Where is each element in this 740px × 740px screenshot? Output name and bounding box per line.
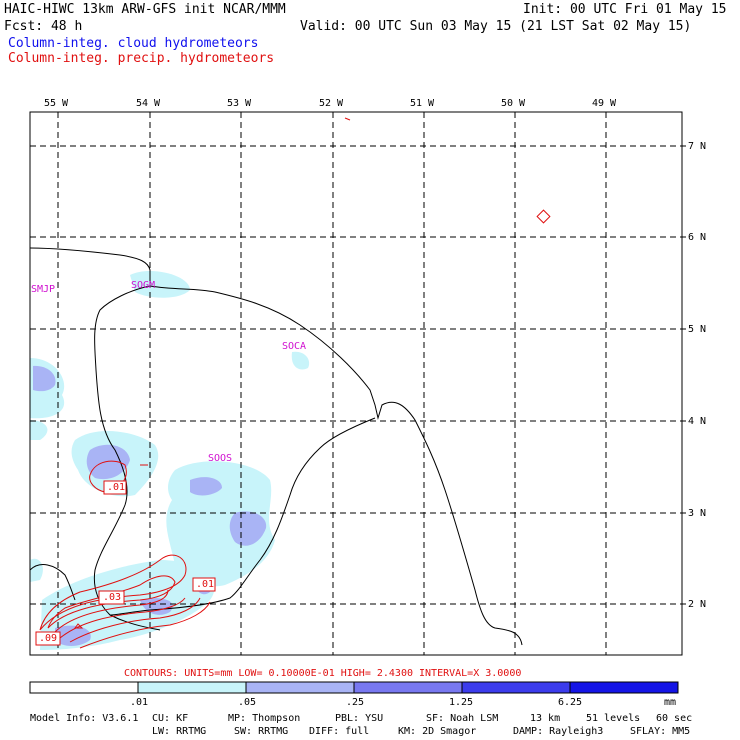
footer-item: MP: Thompson <box>228 713 301 724</box>
legend-cloud: Column-integ. cloud hydrometeors <box>8 36 259 51</box>
lon-label: 52 W <box>319 98 344 109</box>
lat-label: 5 N <box>688 324 707 335</box>
lon-label: 53 W <box>227 98 252 109</box>
colorbar-label: .25 <box>346 697 365 708</box>
contour-label: .09 <box>39 633 58 644</box>
coastline <box>29 247 523 646</box>
axis-ticks <box>682 145 686 605</box>
footer-item: SW: RRTMG <box>234 726 289 737</box>
valid-time: Valid: 00 UTC Sun 03 May 15 (21 LST Sat … <box>300 19 692 34</box>
contour-label: .01 <box>196 579 215 590</box>
footer-item: PBL: YSU <box>335 713 384 724</box>
footer-item: KM: 2D Smagor <box>398 726 477 737</box>
footer-item: 60 sec <box>656 713 693 724</box>
contour-label: .03 <box>103 592 122 603</box>
map-frame <box>29 111 683 656</box>
station-label: SOCA <box>282 341 307 352</box>
footer-item: LW: RRTMG <box>152 726 207 737</box>
footer-item: SFLAY: MM5 <box>630 726 691 737</box>
footer-item: 13 km <box>530 713 561 724</box>
lon-label: 54 W <box>136 98 161 109</box>
station-marker-icon <box>536 209 551 224</box>
footer-item: DAMP: Rayleigh3 <box>513 726 604 737</box>
legend-precip: Column-integ. precip. hydrometeors <box>8 51 275 66</box>
model-title: HAIC-HIWC 13km ARW-GFS init NCAR/MMM <box>4 2 286 17</box>
footer-item: Model Info: V3.6.1 <box>30 713 139 724</box>
lat-label: 7 N <box>688 141 707 152</box>
footer-item: DIFF: full <box>309 726 370 737</box>
colorbar-label: 6.25 <box>558 697 583 708</box>
footer-item: CU: KF <box>152 713 189 724</box>
station-label: SOGM <box>131 280 156 291</box>
forecast-hour: Fcst: 48 h <box>4 19 83 34</box>
station-label: SMJP <box>31 284 56 295</box>
lon-label: 51 W <box>410 98 435 109</box>
colorbar <box>29 681 679 694</box>
lat-label: 6 N <box>688 232 707 243</box>
station-label: SOOS <box>208 453 233 464</box>
colorbar-label: 1.25 <box>449 697 474 708</box>
contour-label: .01 <box>107 482 126 493</box>
cloud-fill-light <box>30 270 310 650</box>
graticule <box>30 112 682 655</box>
colorbar-unit: mm <box>664 697 677 708</box>
init-time: Init: 00 UTC Fri 01 May 15 <box>523 2 727 17</box>
colorbar-label: .05 <box>238 697 257 708</box>
contour-label-boxes <box>35 480 216 646</box>
lat-label: 4 N <box>688 416 707 427</box>
lon-label: 50 W <box>501 98 526 109</box>
lat-label: 3 N <box>688 508 707 519</box>
lat-label: 2 N <box>688 599 707 610</box>
lon-label: 49 W <box>592 98 617 109</box>
footer-item: 51 levels <box>586 713 641 724</box>
contours-info: CONTOURS: UNITS=mm LOW= 0.10000E-01 HIGH… <box>124 668 522 679</box>
lon-label: 55 W <box>44 98 69 109</box>
colorbar-label: .01 <box>130 697 149 708</box>
footer-item: SF: Noah LSM <box>426 713 499 724</box>
